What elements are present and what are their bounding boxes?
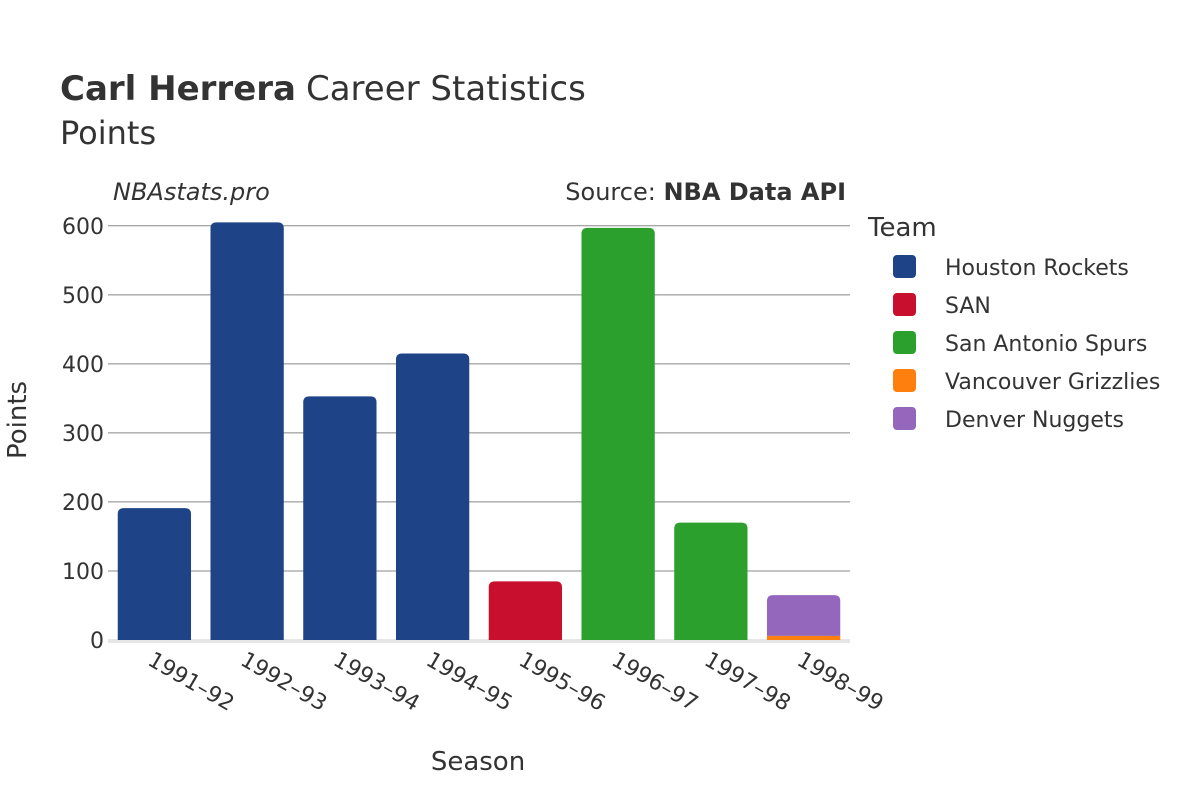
bar-denver-nuggets-1998–99 [766, 595, 841, 636]
x-tick-label: 1993–94 [329, 648, 424, 717]
y-tick-label: 400 [62, 353, 104, 378]
legend-item: Houston Rockets [893, 255, 1129, 281]
source-text: Source: NBA Data API [565, 178, 846, 206]
y-tick-label: 500 [62, 284, 104, 309]
legend-swatch [893, 331, 916, 354]
bar-san-1995–96 [488, 581, 563, 640]
x-tick-labels: 1991–921992–931993–941994–951995–961996–… [143, 648, 887, 717]
bar-houston-rockets-1994–95 [395, 353, 470, 640]
watermark-text: NBAstats.pro [113, 178, 270, 206]
y-tick-label: 0 [90, 629, 104, 654]
source-prefix: Source: [565, 178, 663, 206]
x-tick-label: 1995–96 [514, 648, 609, 717]
player-name: Carl Herrera [60, 69, 296, 109]
y-axis-label: Points [3, 381, 33, 459]
x-tick-label: 1996–97 [607, 648, 702, 717]
y-tick-label: 300 [62, 422, 104, 447]
x-tick-label: 1991–92 [143, 648, 238, 717]
legend-item: SAN [893, 293, 991, 319]
legend: Team Houston Rockets SAN San Antonio Spurs… [867, 213, 1160, 433]
x-tick-label: 1994–95 [422, 648, 517, 717]
legend-label: Houston Rockets [945, 256, 1129, 281]
y-tick-label: 100 [62, 560, 104, 585]
title-rest: Career Statistics [306, 69, 586, 109]
legend-item: San Antonio Spurs [893, 331, 1147, 357]
legend-swatch [893, 255, 916, 278]
bar-vancouver-grizzlies-1998–99 [766, 635, 841, 640]
chart-title: Carl Herrera Career Statistics [60, 69, 586, 109]
legend-swatch [893, 293, 916, 316]
legend-item: Denver Nuggets [893, 407, 1124, 433]
y-tick-labels: 0 100 200 300 400 500 600 [62, 215, 104, 654]
legend-label: Denver Nuggets [945, 408, 1124, 433]
legend-label: San Antonio Spurs [945, 332, 1147, 357]
legend-label: Vancouver Grizzlies [945, 370, 1160, 395]
legend-swatch [893, 369, 916, 392]
y-tick-label: 600 [62, 215, 104, 240]
bar-marks [117, 222, 841, 640]
legend-item: Vancouver Grizzlies [893, 369, 1160, 395]
y-tick-label: 200 [62, 491, 104, 516]
x-axis-label: Season [431, 747, 525, 777]
chart-subtitle: Points [60, 114, 156, 152]
legend-label: SAN [945, 294, 991, 319]
bar-houston-rockets-1993–94 [303, 396, 377, 640]
x-tick-label: 1992–93 [236, 648, 331, 717]
bar-san-antonio-spurs-1997–98 [674, 522, 748, 640]
legend-swatch [893, 407, 916, 430]
source-name: NBA Data API [663, 178, 846, 206]
bar-houston-rockets-1992–93 [210, 222, 284, 640]
legend-title: Team [867, 213, 937, 243]
bar-houston-rockets-1991–92 [117, 508, 192, 640]
bar-san-antonio-spurs-1996–97 [581, 227, 655, 640]
x-tick-label: 1997–98 [700, 648, 795, 717]
x-tick-label: 1998–99 [793, 648, 888, 717]
